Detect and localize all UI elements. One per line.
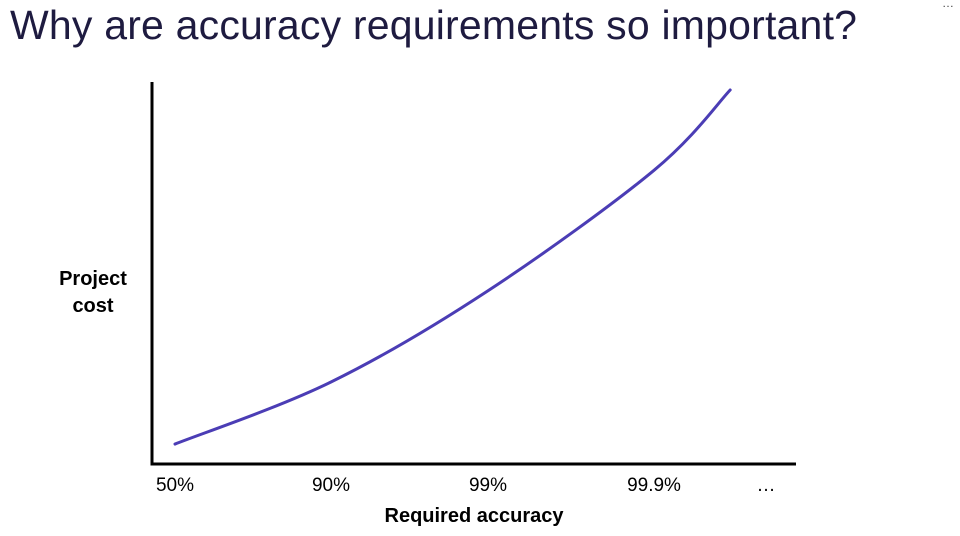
corner-mark: …: [942, 0, 954, 10]
x-axis-label: Required accuracy: [384, 505, 564, 527]
y-axis-label: Project cost: [59, 268, 127, 317]
x-tick-label: 99.9%: [627, 475, 681, 496]
x-tick-label: …: [757, 475, 776, 496]
x-tick-label: 99%: [469, 475, 507, 496]
x-tick-label: 90%: [312, 475, 350, 496]
slide-title: Why are accuracy requirements so importa…: [10, 2, 858, 48]
x-tick-label: 50%: [156, 475, 194, 496]
x-tick-labels: 50% 90% 99% 99.9% …: [156, 475, 776, 496]
cost-curve-line: [173, 88, 732, 446]
